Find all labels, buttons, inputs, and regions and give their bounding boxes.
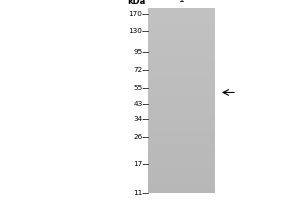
Text: 43-: 43- (133, 101, 145, 107)
Text: 55-: 55- (133, 85, 145, 91)
Text: kDa: kDa (127, 0, 145, 6)
Text: 26-: 26- (133, 134, 145, 140)
Text: 34-: 34- (133, 116, 145, 122)
Text: 170-: 170- (128, 11, 145, 17)
Text: 95-: 95- (133, 49, 145, 55)
Text: 72-: 72- (133, 67, 145, 73)
Text: 11-: 11- (133, 190, 145, 196)
Text: 17-: 17- (133, 161, 145, 167)
Text: 130-: 130- (128, 28, 145, 34)
Text: 1: 1 (178, 0, 184, 4)
